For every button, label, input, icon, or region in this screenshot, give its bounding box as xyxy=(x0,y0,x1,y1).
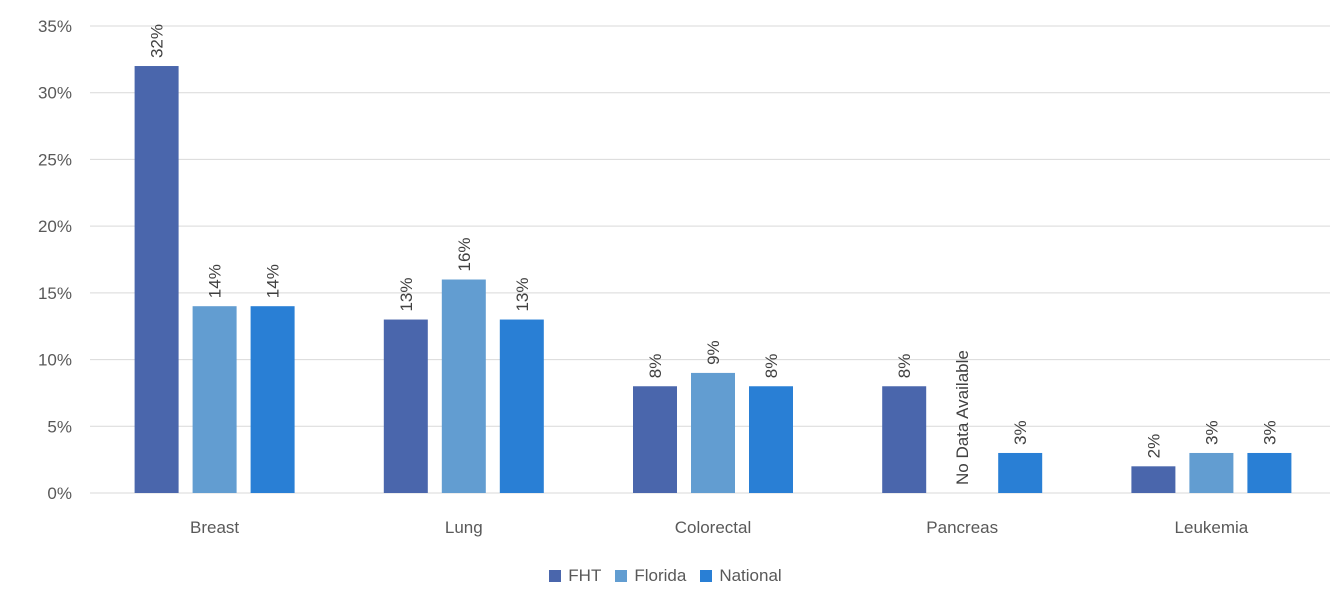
legend-label: FHT xyxy=(568,566,602,585)
data-label: 32% xyxy=(148,24,167,58)
bar-florida-colorectal xyxy=(691,372,735,493)
data-label: 16% xyxy=(455,237,474,271)
bar-florida-breast xyxy=(192,306,237,493)
data-label: 13% xyxy=(513,278,532,312)
bar-national-lung xyxy=(499,319,544,493)
y-tick-label: 20% xyxy=(38,217,72,236)
legend-item-fht: FHT xyxy=(549,566,601,586)
legend-item-national: National xyxy=(700,566,782,586)
bars xyxy=(134,66,1292,494)
data-label: 8% xyxy=(762,354,781,379)
data-label: 3% xyxy=(1260,420,1279,445)
bar-national-colorectal xyxy=(749,386,793,493)
y-tick-label: 35% xyxy=(38,17,72,36)
bar-national-leukemia xyxy=(1247,452,1292,493)
bar-florida-leukemia xyxy=(1189,452,1234,493)
bar-national-breast xyxy=(250,306,295,493)
legend-swatch xyxy=(700,570,713,582)
y-axis-ticks: 0% 5% 10% 15% 20% 25% 30% 35% xyxy=(38,17,72,503)
gridlines xyxy=(90,25,1330,494)
y-tick-label: 5% xyxy=(47,417,72,436)
data-label: 14% xyxy=(264,264,283,298)
data-label: 13% xyxy=(397,278,416,312)
data-label: 8% xyxy=(646,354,665,379)
category-label: Lung xyxy=(445,518,483,537)
data-labels: 32% 14% 14% 13% 16% 13% 8% 9% 8% 8% No Data Availa… xyxy=(148,24,1280,485)
bar-national-pancreas xyxy=(998,452,1043,493)
legend-swatch xyxy=(549,570,562,582)
category-label: Colorectal xyxy=(675,518,752,537)
legend-label: Florida xyxy=(634,566,687,585)
bar-fht-breast xyxy=(134,66,179,494)
x-axis-categories: Breast Lung Colorectal Pancreas Leukemia xyxy=(190,518,1249,537)
bar-florida-lung xyxy=(441,279,486,493)
legend-item-florida: Florida xyxy=(615,566,686,586)
legend-label: National xyxy=(719,566,782,585)
y-tick-label: 10% xyxy=(38,351,72,370)
bar-fht-lung xyxy=(383,319,428,493)
data-label: 14% xyxy=(206,264,225,298)
data-label: 9% xyxy=(704,340,723,365)
y-tick-label: 0% xyxy=(47,484,72,503)
data-label: No Data Available xyxy=(953,350,972,485)
bar-fht-colorectal xyxy=(633,386,677,493)
data-label: 2% xyxy=(1144,434,1163,459)
y-tick-label: 30% xyxy=(38,84,72,103)
category-label: Leukemia xyxy=(1175,518,1249,537)
y-tick-label: 25% xyxy=(38,150,72,169)
data-label: 8% xyxy=(895,354,914,379)
data-label: 3% xyxy=(1011,420,1030,445)
legend: FHT Florida National xyxy=(0,566,1331,586)
category-label: Pancreas xyxy=(926,518,998,537)
legend-swatch xyxy=(615,570,628,582)
y-tick-label: 15% xyxy=(38,284,72,303)
bar-fht-pancreas xyxy=(882,386,927,493)
data-label: 3% xyxy=(1202,420,1221,445)
bar-fht-leukemia xyxy=(1131,466,1176,493)
category-label: Breast xyxy=(190,518,239,537)
